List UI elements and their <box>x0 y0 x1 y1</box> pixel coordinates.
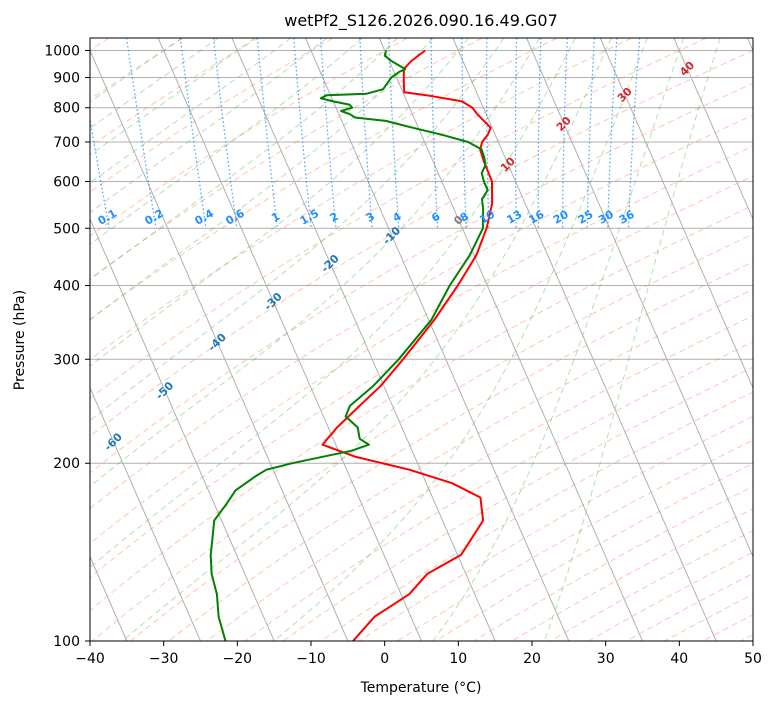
dry-adiabat <box>16 38 775 641</box>
mixing-ratio-label: 30 <box>596 208 616 227</box>
x-axis-label: Temperature (°C) <box>360 680 482 696</box>
plot-background <box>0 38 775 641</box>
x-tick-label: −30 <box>149 651 179 667</box>
dry-adiabat <box>321 38 775 641</box>
mixing-ratio-label: 0.2 <box>143 207 166 228</box>
temperature-profile <box>323 51 493 642</box>
plot-series <box>211 51 492 642</box>
mixing-ratio-line <box>629 38 640 228</box>
isotherm-line <box>600 38 775 641</box>
x-tick-label: −20 <box>223 651 253 667</box>
y-tick-label: 500 <box>53 221 80 237</box>
x-tick-label: 20 <box>523 651 541 667</box>
plot-frame <box>90 38 753 641</box>
chart-title: wetPf2_S126.2026.090.16.49.G07 <box>284 11 558 31</box>
moist-adiabat <box>0 38 540 641</box>
isotherm-label: -40 <box>206 330 229 353</box>
isotherm-line <box>11 38 274 641</box>
x-tick-label: −10 <box>296 651 326 667</box>
isotherm-label: -60 <box>102 430 125 453</box>
mixing-ratio-label: 20 <box>551 208 571 227</box>
mixing-ratio-label: 0.6 <box>223 207 247 228</box>
isotherm-line <box>158 38 421 641</box>
mixing-ratio-label: 1.5 <box>298 207 321 228</box>
mixing-ratio-line <box>257 38 277 228</box>
mixing-ratio-label: 0.1 <box>96 207 119 228</box>
isotherm-line <box>453 38 716 641</box>
x-tick-label: 40 <box>670 651 688 667</box>
isotherm-label: -10 <box>380 224 403 247</box>
isotherm-label: 30 <box>615 85 635 105</box>
isotherm-label: -20 <box>319 252 342 275</box>
isotherm-label: -50 <box>153 379 176 402</box>
isotherm-label: -30 <box>262 290 285 313</box>
mixing-ratio-label: 3 <box>364 210 377 225</box>
y-tick-label: 400 <box>53 279 80 295</box>
y-tick-label: 100 <box>53 634 80 650</box>
y-tick-label: 700 <box>53 135 80 151</box>
dry-adiabat <box>0 38 632 641</box>
moist-adiabat <box>545 38 721 641</box>
moist-adiabat <box>0 38 362 574</box>
x-tick-label: 10 <box>449 651 467 667</box>
mixing-ratio-line <box>214 38 237 228</box>
y-tick-label: 300 <box>53 352 80 368</box>
dry-adiabat <box>398 38 775 641</box>
mixing-ratio-label: 13 <box>505 208 525 227</box>
dry-adiabat <box>741 38 775 641</box>
dry-adiabat <box>0 38 407 641</box>
mixing-ratio-line <box>180 38 206 228</box>
isotherm-label: 40 <box>677 58 697 78</box>
x-tick-label: 30 <box>597 651 615 667</box>
y-tick-label: 1000 <box>44 44 80 60</box>
mixing-ratio-line <box>76 38 109 228</box>
mixing-ratio-line <box>360 38 372 228</box>
y-tick-label: 200 <box>53 456 80 472</box>
dry-adiabat <box>245 38 775 641</box>
dry-adiabat <box>474 38 775 641</box>
mixing-ratio-label: 10 <box>477 208 497 227</box>
x-tick-label: 50 <box>744 651 762 667</box>
x-tick-label: −40 <box>75 651 105 667</box>
mixing-ratio-label: 6 <box>429 210 442 225</box>
isotherm-line <box>306 38 569 641</box>
mixing-ratio-line <box>587 38 594 228</box>
dry-adiabat <box>169 38 775 641</box>
isotherm-line <box>748 38 775 641</box>
y-tick-label: 900 <box>53 71 80 87</box>
y-tick-label: 600 <box>53 175 80 191</box>
mixing-ratio-label: 4 <box>390 210 403 225</box>
moist-adiabat <box>0 38 504 641</box>
dry-adiabat <box>512 38 775 641</box>
moist-adiabat <box>0 38 291 529</box>
dry-adiabat <box>0 38 706 641</box>
isotherm-line <box>232 38 495 641</box>
moist-adiabat <box>0 38 398 605</box>
y-axis-label: Pressure (hPa) <box>12 290 28 390</box>
dry-adiabat <box>665 38 775 641</box>
dry-adiabat <box>550 38 775 641</box>
y-tick-label: 800 <box>53 101 80 117</box>
mixing-ratio-label: 0.4 <box>193 207 217 228</box>
dry-adiabat <box>0 38 482 641</box>
x-tick-label: 0 <box>380 651 389 667</box>
dry-adiabat <box>588 38 775 641</box>
mixing-ratio-label: 2 <box>328 210 341 225</box>
isotherm-label: 20 <box>554 114 574 134</box>
